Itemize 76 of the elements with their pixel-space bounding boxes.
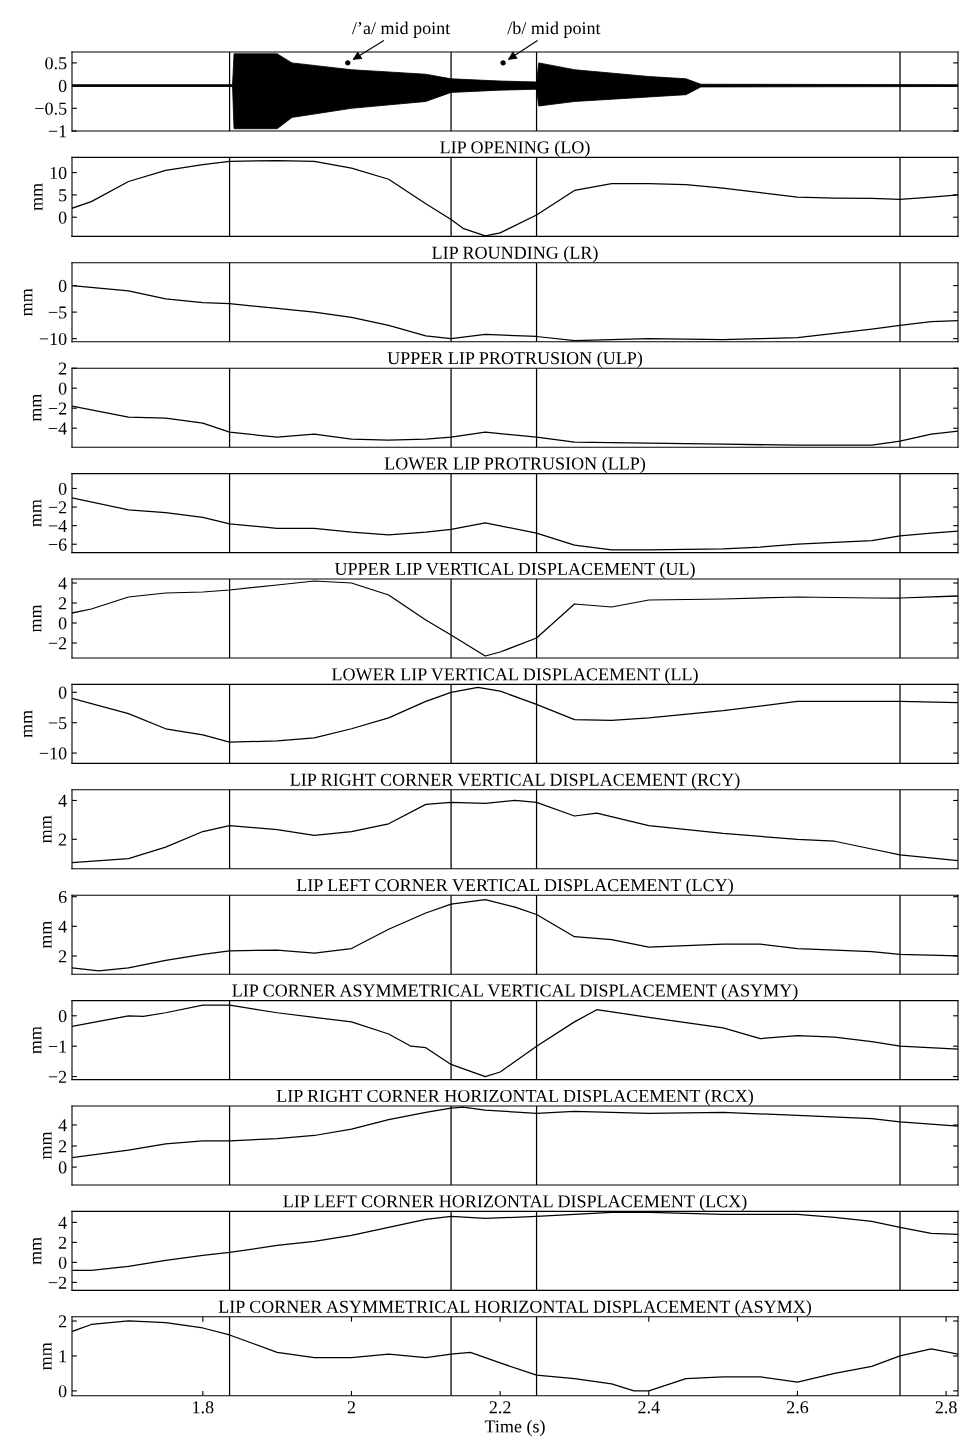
- y-tick-label: −2: [48, 637, 67, 650]
- chart-title: UPPER LIP PROTRUSION (ULP): [387, 351, 643, 368]
- chart-title: UPPER LIP VERTICAL DISPLACEMENT (UL): [334, 562, 695, 579]
- y-axis-title: mm: [32, 604, 42, 633]
- y-tick-label: 0: [58, 686, 67, 699]
- y-axis-title: mm: [42, 920, 52, 949]
- chart-title: LIP LEFT CORNER VERTICAL DISPLACEMENT (LCY): [296, 878, 733, 895]
- annotation: /b/ mid point: [507, 21, 601, 38]
- annotation: /’a/ mid point: [351, 21, 451, 38]
- chart-title: LIP ROUNDING (LR): [432, 246, 598, 263]
- y-tick-label: −1: [48, 1040, 67, 1053]
- y-tick-label: 0: [58, 617, 67, 630]
- y-tick-label: 0: [58, 211, 67, 224]
- y-tick-label: 0.5: [45, 57, 67, 70]
- x-tick-label: 2: [347, 1401, 355, 1414]
- y-tick-label: 0: [58, 382, 67, 395]
- chart-title: LIP RIGHT CORNER VERTICAL DISPLACEMENT (RCY): [290, 773, 740, 790]
- x-tick-label: 1.8: [193, 1401, 214, 1414]
- y-tick-label: 0: [58, 279, 67, 293]
- y-tick-label: −2: [48, 1276, 67, 1289]
- y-axis-title: mm: [32, 393, 42, 422]
- y-tick-label: 0: [58, 482, 67, 495]
- x-tick-label: 2.6: [786, 1401, 809, 1414]
- y-tick-label: 5: [59, 189, 67, 202]
- y-axis-title: mm: [32, 1237, 42, 1265]
- y-tick-label: 0: [58, 1385, 67, 1398]
- y-axis-title: mm: [32, 499, 42, 527]
- y-tick-label: −1: [48, 125, 67, 138]
- y-tick-label: 4: [58, 1119, 67, 1132]
- x-tick-label: 2.2: [489, 1401, 511, 1414]
- y-tick-label: −4: [48, 422, 67, 435]
- y-axis-title: mm: [33, 183, 43, 211]
- y-tick-label: 4: [58, 794, 67, 807]
- y-tick-label: 4: [58, 920, 67, 933]
- y-tick-label: 2: [58, 1315, 67, 1328]
- y-axis-title: mm: [42, 815, 52, 843]
- x-tick-label: 2.8: [935, 1401, 957, 1414]
- y-tick-label: 2: [58, 1236, 67, 1249]
- y-tick-label: 0: [58, 79, 67, 93]
- chart-title: LIP OPENING (LO): [440, 140, 590, 158]
- y-tick-label: 10: [50, 166, 67, 180]
- y-tick-label: 4: [58, 1216, 67, 1229]
- chart-title: LOWER LIP VERTICAL DISPLACEMENT (LL): [332, 667, 698, 685]
- y-axis-title: mm: [23, 710, 33, 738]
- y-tick-label: −4: [48, 520, 67, 532]
- chart-title: LIP CORNER ASYMMETRICAL HORIZONTAL DISPLACEMENT (ASYMX): [218, 1300, 811, 1317]
- y-tick-label: −2: [48, 402, 67, 415]
- y-tick-label: −2: [48, 1070, 67, 1083]
- x-tick-label: 2.4: [638, 1401, 660, 1414]
- y-tick-label: 2: [58, 1140, 67, 1153]
- y-axis-title: mm: [42, 1131, 52, 1160]
- y-tick-label: −6: [48, 538, 67, 551]
- y-tick-label: −2: [48, 501, 67, 514]
- y-tick-label: 2: [58, 362, 67, 375]
- x-axis-title: Time (s): [484, 1419, 545, 1437]
- y-tick-label: −5: [48, 306, 67, 319]
- y-tick-label: 2: [58, 833, 67, 846]
- y-tick-label: 4: [58, 577, 67, 590]
- y-tick-label: 0: [58, 1256, 67, 1269]
- y-axis-title: mm: [42, 1342, 52, 1370]
- y-tick-label: 0: [58, 1161, 67, 1174]
- chart-title: LIP CORNER ASYMMETRICAL VERTICAL DISPLACEMENT (ASYMY): [232, 983, 798, 1001]
- y-axis-title: mm: [32, 1026, 42, 1054]
- y-tick-label: −0.5: [35, 102, 67, 115]
- y-tick-label: 0: [58, 1010, 67, 1023]
- chart-title: LIP LEFT CORNER HORIZONTAL DISPLACEMENT (LCX): [283, 1194, 747, 1212]
- chart-title: LOWER LIP PROTRUSION (LLP): [384, 456, 646, 474]
- y-tick-label: 6: [58, 890, 67, 904]
- y-tick-label: 1: [59, 1350, 67, 1363]
- y-tick-label: −5: [48, 717, 67, 730]
- y-tick-label: −10: [39, 747, 67, 760]
- chart-title: LIP RIGHT CORNER HORIZONTAL DISPLACEMENT (RCX): [276, 1089, 753, 1106]
- y-axis-title: mm: [23, 288, 33, 316]
- y-tick-label: 2: [58, 597, 67, 610]
- y-tick-label: 2: [58, 950, 67, 963]
- y-tick-label: −10: [39, 332, 67, 346]
